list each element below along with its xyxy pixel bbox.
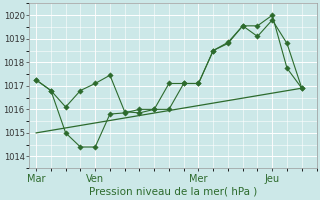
X-axis label: Pression niveau de la mer( hPa ): Pression niveau de la mer( hPa ) [89, 187, 257, 197]
